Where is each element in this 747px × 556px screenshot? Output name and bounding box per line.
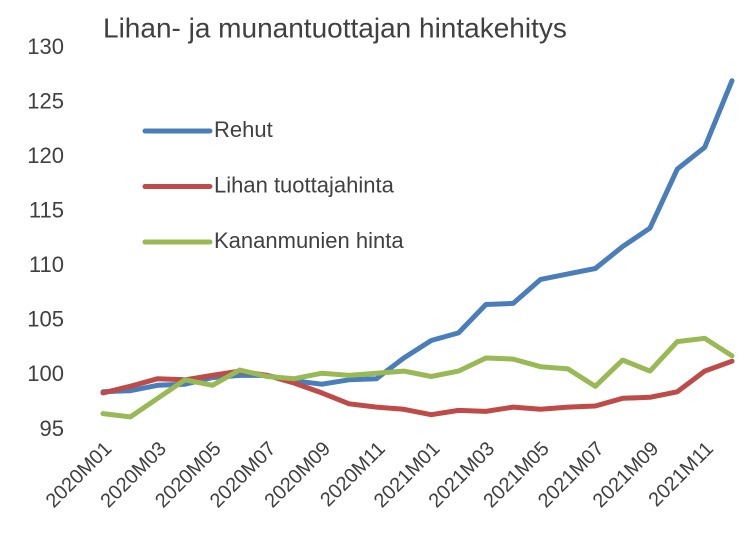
y-tick-label: 95 xyxy=(40,416,64,441)
y-tick-label: 100 xyxy=(27,361,64,386)
legend-label: Lihan tuottajahinta xyxy=(214,172,395,197)
y-tick-label: 105 xyxy=(27,307,64,332)
y-tick-label: 125 xyxy=(27,88,64,113)
y-tick-label: 130 xyxy=(27,34,64,59)
legend-label: Kananmunien hinta xyxy=(214,228,404,253)
series-line xyxy=(100,358,735,418)
legend-label: Rehut xyxy=(214,117,273,142)
y-tick-label: 110 xyxy=(29,252,64,277)
series-line xyxy=(100,335,735,420)
series-line xyxy=(100,78,735,395)
chart-title: Lihan- ja munantuottajan hintakehitys xyxy=(103,12,567,43)
y-tick-label: 120 xyxy=(27,143,64,168)
y-tick-label: 115 xyxy=(29,198,64,223)
